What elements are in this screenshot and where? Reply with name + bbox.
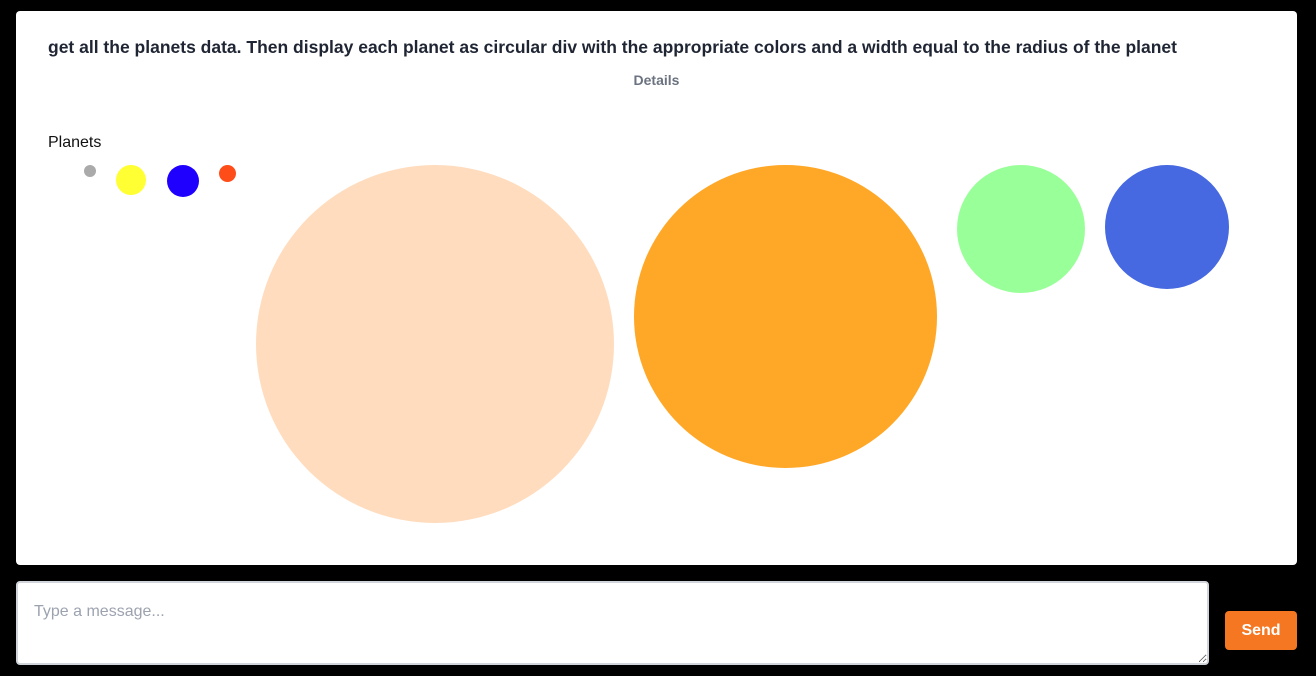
planet-1: [84, 165, 96, 177]
chat-message-card: get all the planets data. Then display e…: [16, 11, 1297, 565]
send-button[interactable]: Send: [1225, 611, 1297, 650]
planet-7: [957, 165, 1085, 293]
planet-3: [167, 165, 199, 197]
message-input[interactable]: [16, 581, 1209, 665]
planet-5: [256, 165, 614, 523]
planet-2: [116, 165, 146, 195]
planet-4: [219, 165, 236, 182]
planets-container: [16, 11, 1297, 565]
planet-8: [1105, 165, 1229, 289]
details-toggle[interactable]: Details: [633, 72, 680, 88]
planet-6: [634, 165, 937, 468]
planets-heading: Planets: [48, 134, 102, 151]
prompt-title: get all the planets data. Then display e…: [48, 37, 1177, 57]
